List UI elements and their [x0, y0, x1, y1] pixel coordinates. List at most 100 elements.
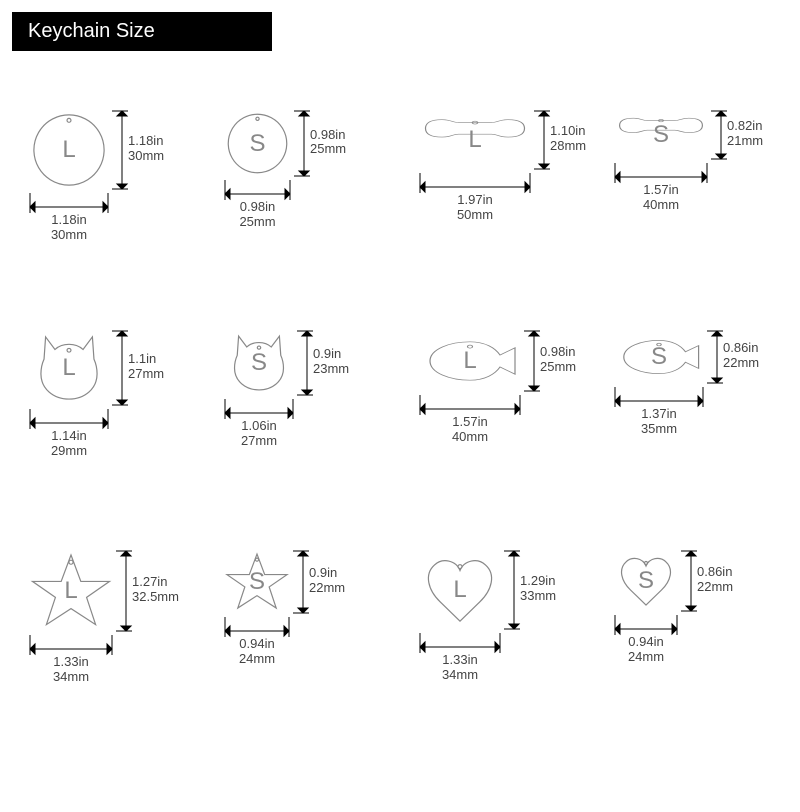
cell-bone-S: S 1.57in 40mm 0.82in 21mm	[605, 81, 790, 281]
shape-grid: L 1.18in 30mm 1.18in 30mm	[0, 71, 800, 731]
cell-heart-L: L 1.33in 34mm 1.29in 33mm	[410, 521, 595, 721]
height-mm: 22mm	[697, 579, 733, 594]
cell-star-S: S 0.94in 24mm 0.9in 22mm	[215, 521, 400, 721]
title-text: Keychain Size	[28, 20, 155, 42]
height-in: 0.98in	[310, 127, 345, 142]
dimension-lines	[20, 81, 200, 281]
width-label: 1.37in 35mm	[615, 407, 703, 437]
width-in: 0.94in	[628, 634, 663, 649]
height-in: 0.9in	[313, 346, 341, 361]
dimension-lines	[215, 81, 395, 281]
height-label: 0.98in 25mm	[540, 345, 576, 375]
width-label: 0.94in 24mm	[615, 635, 677, 665]
height-mm: 25mm	[540, 359, 576, 374]
height-in: 0.82in	[727, 118, 762, 133]
height-in: 1.1in	[128, 351, 156, 366]
width-label: 1.57in 40mm	[615, 183, 707, 213]
size-letter: S	[638, 567, 654, 595]
width-mm: 27mm	[241, 433, 277, 448]
height-label: 1.27in 32.5mm	[132, 575, 179, 605]
dimension-lines	[410, 81, 590, 281]
size-letter: L	[62, 136, 75, 164]
cell-fish-L: L 1.57in 40mm 0.98in 25mm	[410, 301, 595, 501]
height-mm: 27mm	[128, 366, 164, 381]
width-in: 1.18in	[51, 212, 86, 227]
width-mm: 35mm	[641, 421, 677, 436]
size-letter: L	[62, 354, 75, 382]
title-bar: Keychain Size	[12, 12, 272, 51]
height-in: 0.98in	[540, 344, 575, 359]
height-in: 0.86in	[723, 340, 758, 355]
width-mm: 40mm	[643, 197, 679, 212]
width-label: 0.94in 24mm	[225, 637, 289, 667]
dimension-lines	[410, 521, 590, 721]
width-in: 1.33in	[442, 652, 477, 667]
width-mm: 40mm	[452, 429, 488, 444]
width-label: 1.18in 30mm	[30, 213, 108, 243]
width-in: 1.97in	[457, 192, 492, 207]
cell-bone-L: L 1.97in 50mm 1.10in 28mm	[410, 81, 595, 281]
width-label: 1.97in 50mm	[420, 193, 530, 223]
width-in: 1.57in	[452, 414, 487, 429]
height-mm: 33mm	[520, 588, 556, 603]
height-mm: 22mm	[309, 580, 345, 595]
size-letter: S	[653, 121, 669, 149]
size-letter: S	[249, 130, 265, 158]
size-letter: S	[249, 568, 265, 596]
cell-circle-L: L 1.18in 30mm 1.18in 30mm	[20, 81, 205, 281]
height-mm: 28mm	[550, 138, 586, 153]
width-label: 0.98in 25mm	[225, 200, 290, 230]
height-in: 1.29in	[520, 573, 555, 588]
height-label: 1.18in 30mm	[128, 134, 164, 164]
cell-fish-S: S 1.37in 35mm 0.86in 22mm	[605, 301, 790, 501]
height-label: 1.1in 27mm	[128, 352, 164, 382]
height-label: 0.86in 22mm	[723, 341, 759, 371]
width-mm: 34mm	[53, 669, 89, 684]
width-mm: 34mm	[442, 667, 478, 682]
dimension-lines	[215, 301, 395, 501]
width-mm: 29mm	[51, 443, 87, 458]
dimension-lines	[605, 81, 785, 281]
width-in: 0.94in	[239, 636, 274, 651]
height-in: 1.27in	[132, 574, 167, 589]
width-label: 1.33in 34mm	[30, 655, 112, 685]
height-label: 1.10in 28mm	[550, 124, 586, 154]
width-label: 1.33in 34mm	[420, 653, 500, 683]
height-label: 0.9in 22mm	[309, 566, 345, 596]
height-in: 0.86in	[697, 564, 732, 579]
width-in: 0.98in	[240, 199, 275, 214]
height-in: 0.9in	[309, 565, 337, 580]
width-mm: 24mm	[628, 649, 664, 664]
height-label: 0.82in 21mm	[727, 119, 763, 149]
size-letter: L	[468, 126, 481, 154]
cell-cat-S: S 1.06in 27mm 0.9in 23mm	[215, 301, 400, 501]
height-label: 0.98in 25mm	[310, 128, 346, 158]
size-letter: L	[463, 347, 476, 375]
height-label: 1.29in 33mm	[520, 574, 556, 604]
height-in: 1.10in	[550, 123, 585, 138]
width-label: 1.06in 27mm	[225, 419, 293, 449]
width-mm: 25mm	[239, 214, 275, 229]
cell-star-L: L 1.33in 34mm 1.27in 32.5mm	[20, 521, 205, 721]
width-in: 1.14in	[51, 428, 86, 443]
dimension-lines	[410, 301, 590, 501]
dimension-lines	[605, 521, 785, 721]
width-in: 1.33in	[53, 654, 88, 669]
width-label: 1.14in 29mm	[30, 429, 108, 459]
width-mm: 50mm	[457, 207, 493, 222]
height-mm: 22mm	[723, 355, 759, 370]
height-mm: 21mm	[727, 133, 763, 148]
height-label: 0.86in 22mm	[697, 565, 733, 595]
width-mm: 30mm	[51, 227, 87, 242]
size-letter: S	[251, 349, 267, 377]
width-in: 1.57in	[643, 182, 678, 197]
width-in: 1.37in	[641, 406, 676, 421]
height-mm: 25mm	[310, 141, 346, 156]
cell-cat-L: L 1.14in 29mm 1.1in 27mm	[20, 301, 205, 501]
width-in: 1.06in	[241, 418, 276, 433]
dimension-lines	[215, 521, 395, 721]
size-letter: L	[453, 576, 466, 604]
size-letter: L	[64, 577, 77, 605]
height-label: 0.9in 23mm	[313, 347, 349, 377]
width-label: 1.57in 40mm	[420, 415, 520, 445]
